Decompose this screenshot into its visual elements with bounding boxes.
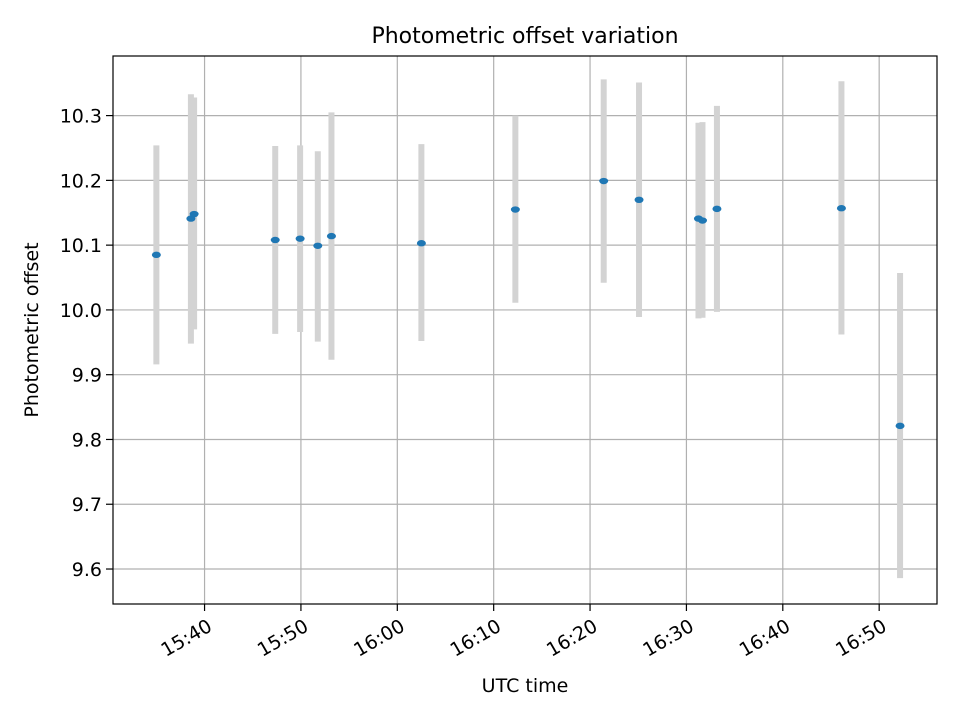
y-axis-ticks: 9.6 9.7 9.8 9.9 10.0 10.1 10.2 10.3: [60, 106, 113, 581]
y-axis-label: Photometric offset: [21, 242, 43, 417]
chart-title: Photometric offset variation: [371, 24, 678, 49]
y-tick-label: 9.9: [72, 365, 102, 387]
x-axis-label: UTC time: [482, 675, 569, 697]
data-point: [510, 206, 520, 213]
data-point: [895, 422, 905, 430]
data-point: [416, 240, 426, 247]
y-tick-label: 10.1: [60, 235, 102, 257]
y-tick-label: 10.0: [60, 300, 102, 322]
plot-frame: [112, 55, 938, 605]
data-point: [270, 236, 280, 244]
data-point: [151, 251, 161, 259]
grid-lines: [113, 56, 937, 604]
y-tick-label: 9.7: [72, 494, 102, 516]
y-tick-label: 9.8: [72, 429, 102, 451]
data-points: [151, 177, 905, 430]
data-point: [295, 235, 305, 242]
data-point: [326, 232, 336, 240]
data-point: [313, 242, 323, 249]
data-point: [697, 217, 707, 224]
y-tick-label: 9.6: [72, 559, 102, 581]
data-point: [599, 177, 609, 185]
y-tick-label: 10.3: [60, 106, 102, 128]
data-point: [634, 196, 644, 204]
data-point: [836, 205, 846, 212]
data-point: [712, 205, 722, 213]
y-tick-label: 10.2: [60, 170, 102, 192]
data-point: [189, 210, 199, 218]
